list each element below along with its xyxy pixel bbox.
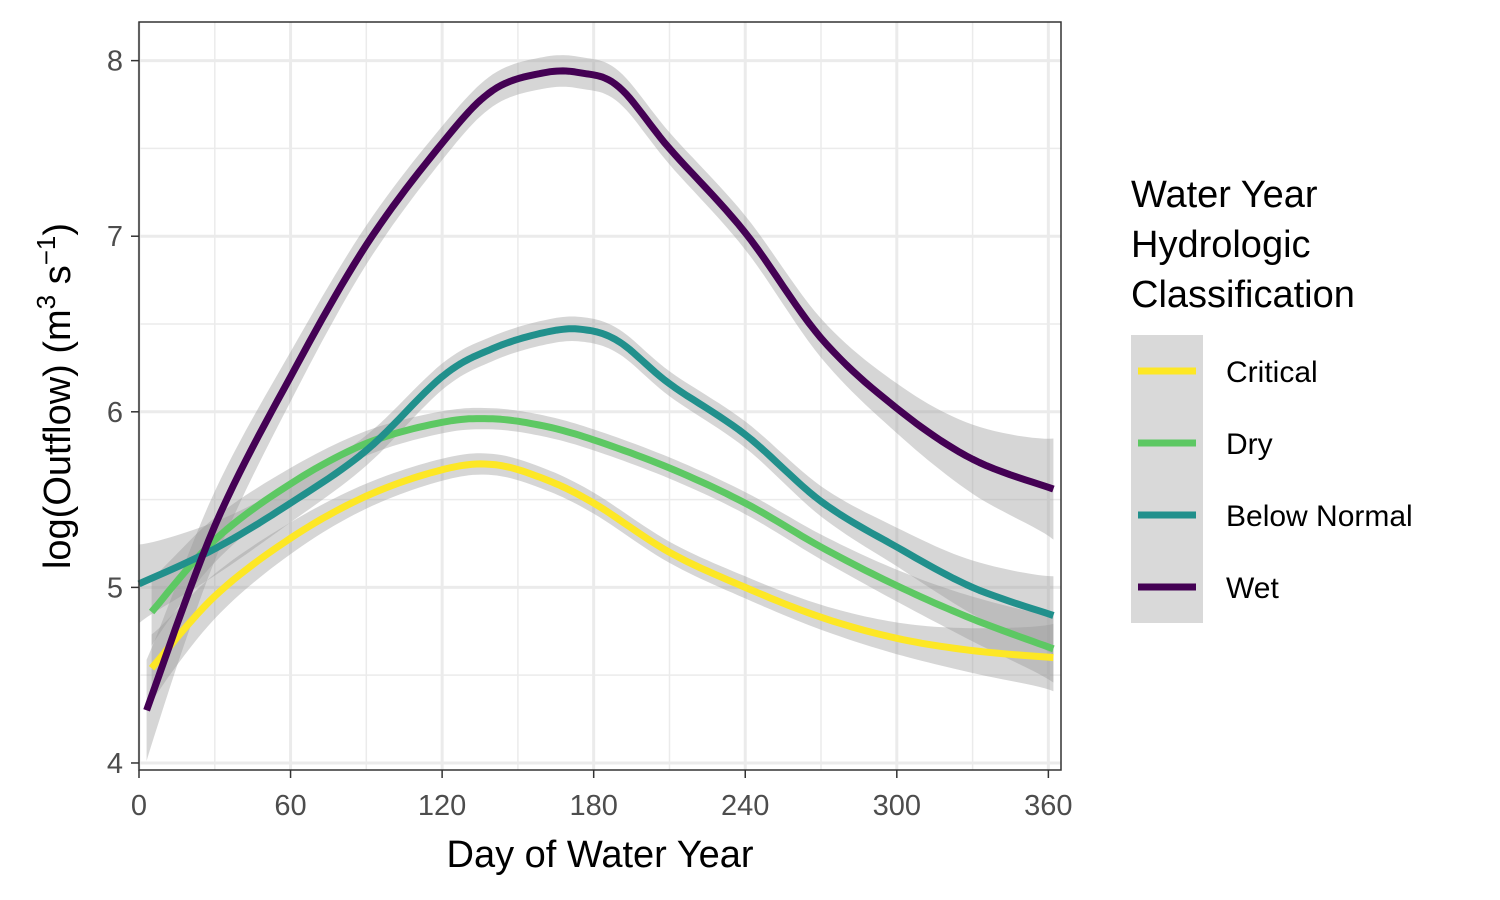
x-tick-label: 180 [569, 790, 617, 822]
series-lines [137, 67, 1055, 712]
y-axis-title-sup2: −1 [31, 236, 61, 266]
y-tick-label: 8 [107, 46, 123, 78]
y-axis: 4 5 6 7 8 [107, 46, 139, 780]
legend-label-critical: Critical [1226, 356, 1318, 389]
y-tick-label: 4 [107, 748, 123, 780]
band-critical [151, 453, 1054, 702]
y-axis-title: log(Outflow) (m3 s−1) [31, 223, 79, 569]
series-line-wet [143, 67, 1055, 712]
legend-title-line-3: Classification [1131, 274, 1355, 316]
series-line-critical [148, 460, 1054, 671]
x-tick-label: 120 [418, 790, 466, 822]
legend-items: Critical Dry Below Normal Wet [1131, 335, 1413, 623]
legend-title-line-2: Hydrologic [1131, 224, 1311, 266]
x-tick-label: 360 [1024, 790, 1072, 822]
panel-background [139, 22, 1061, 770]
x-tick-label: 60 [274, 790, 306, 822]
legend-label-wet: Wet [1226, 572, 1279, 605]
y-axis-title-mid: s [37, 265, 79, 295]
series-line-dry [148, 415, 1055, 653]
legend-title-line-1: Water Year [1131, 174, 1318, 216]
y-axis-title-main: log(Outflow) (m [37, 309, 79, 569]
y-tick-label: 7 [107, 221, 123, 253]
y-tick-label: 6 [107, 397, 123, 429]
x-tick-label: 240 [721, 790, 769, 822]
legend-label-dry: Dry [1226, 428, 1273, 461]
series-line-below-normal [137, 325, 1055, 619]
x-axis-title: Day of Water Year [447, 834, 754, 876]
x-axis: 0 60 120 180 240 300 360 [131, 770, 1073, 822]
legend-label-below-normal: Below Normal [1226, 500, 1413, 533]
panel-border [138, 21, 1062, 771]
y-tick-label: 5 [107, 572, 123, 604]
x-tick-label: 300 [873, 790, 921, 822]
legend: Water Year Hydrologic Classification Cri… [1131, 174, 1413, 623]
y-axis-title-sup1: 3 [31, 295, 61, 309]
x-tick-label: 0 [131, 790, 147, 822]
y-axis-title-end: ) [37, 223, 79, 236]
